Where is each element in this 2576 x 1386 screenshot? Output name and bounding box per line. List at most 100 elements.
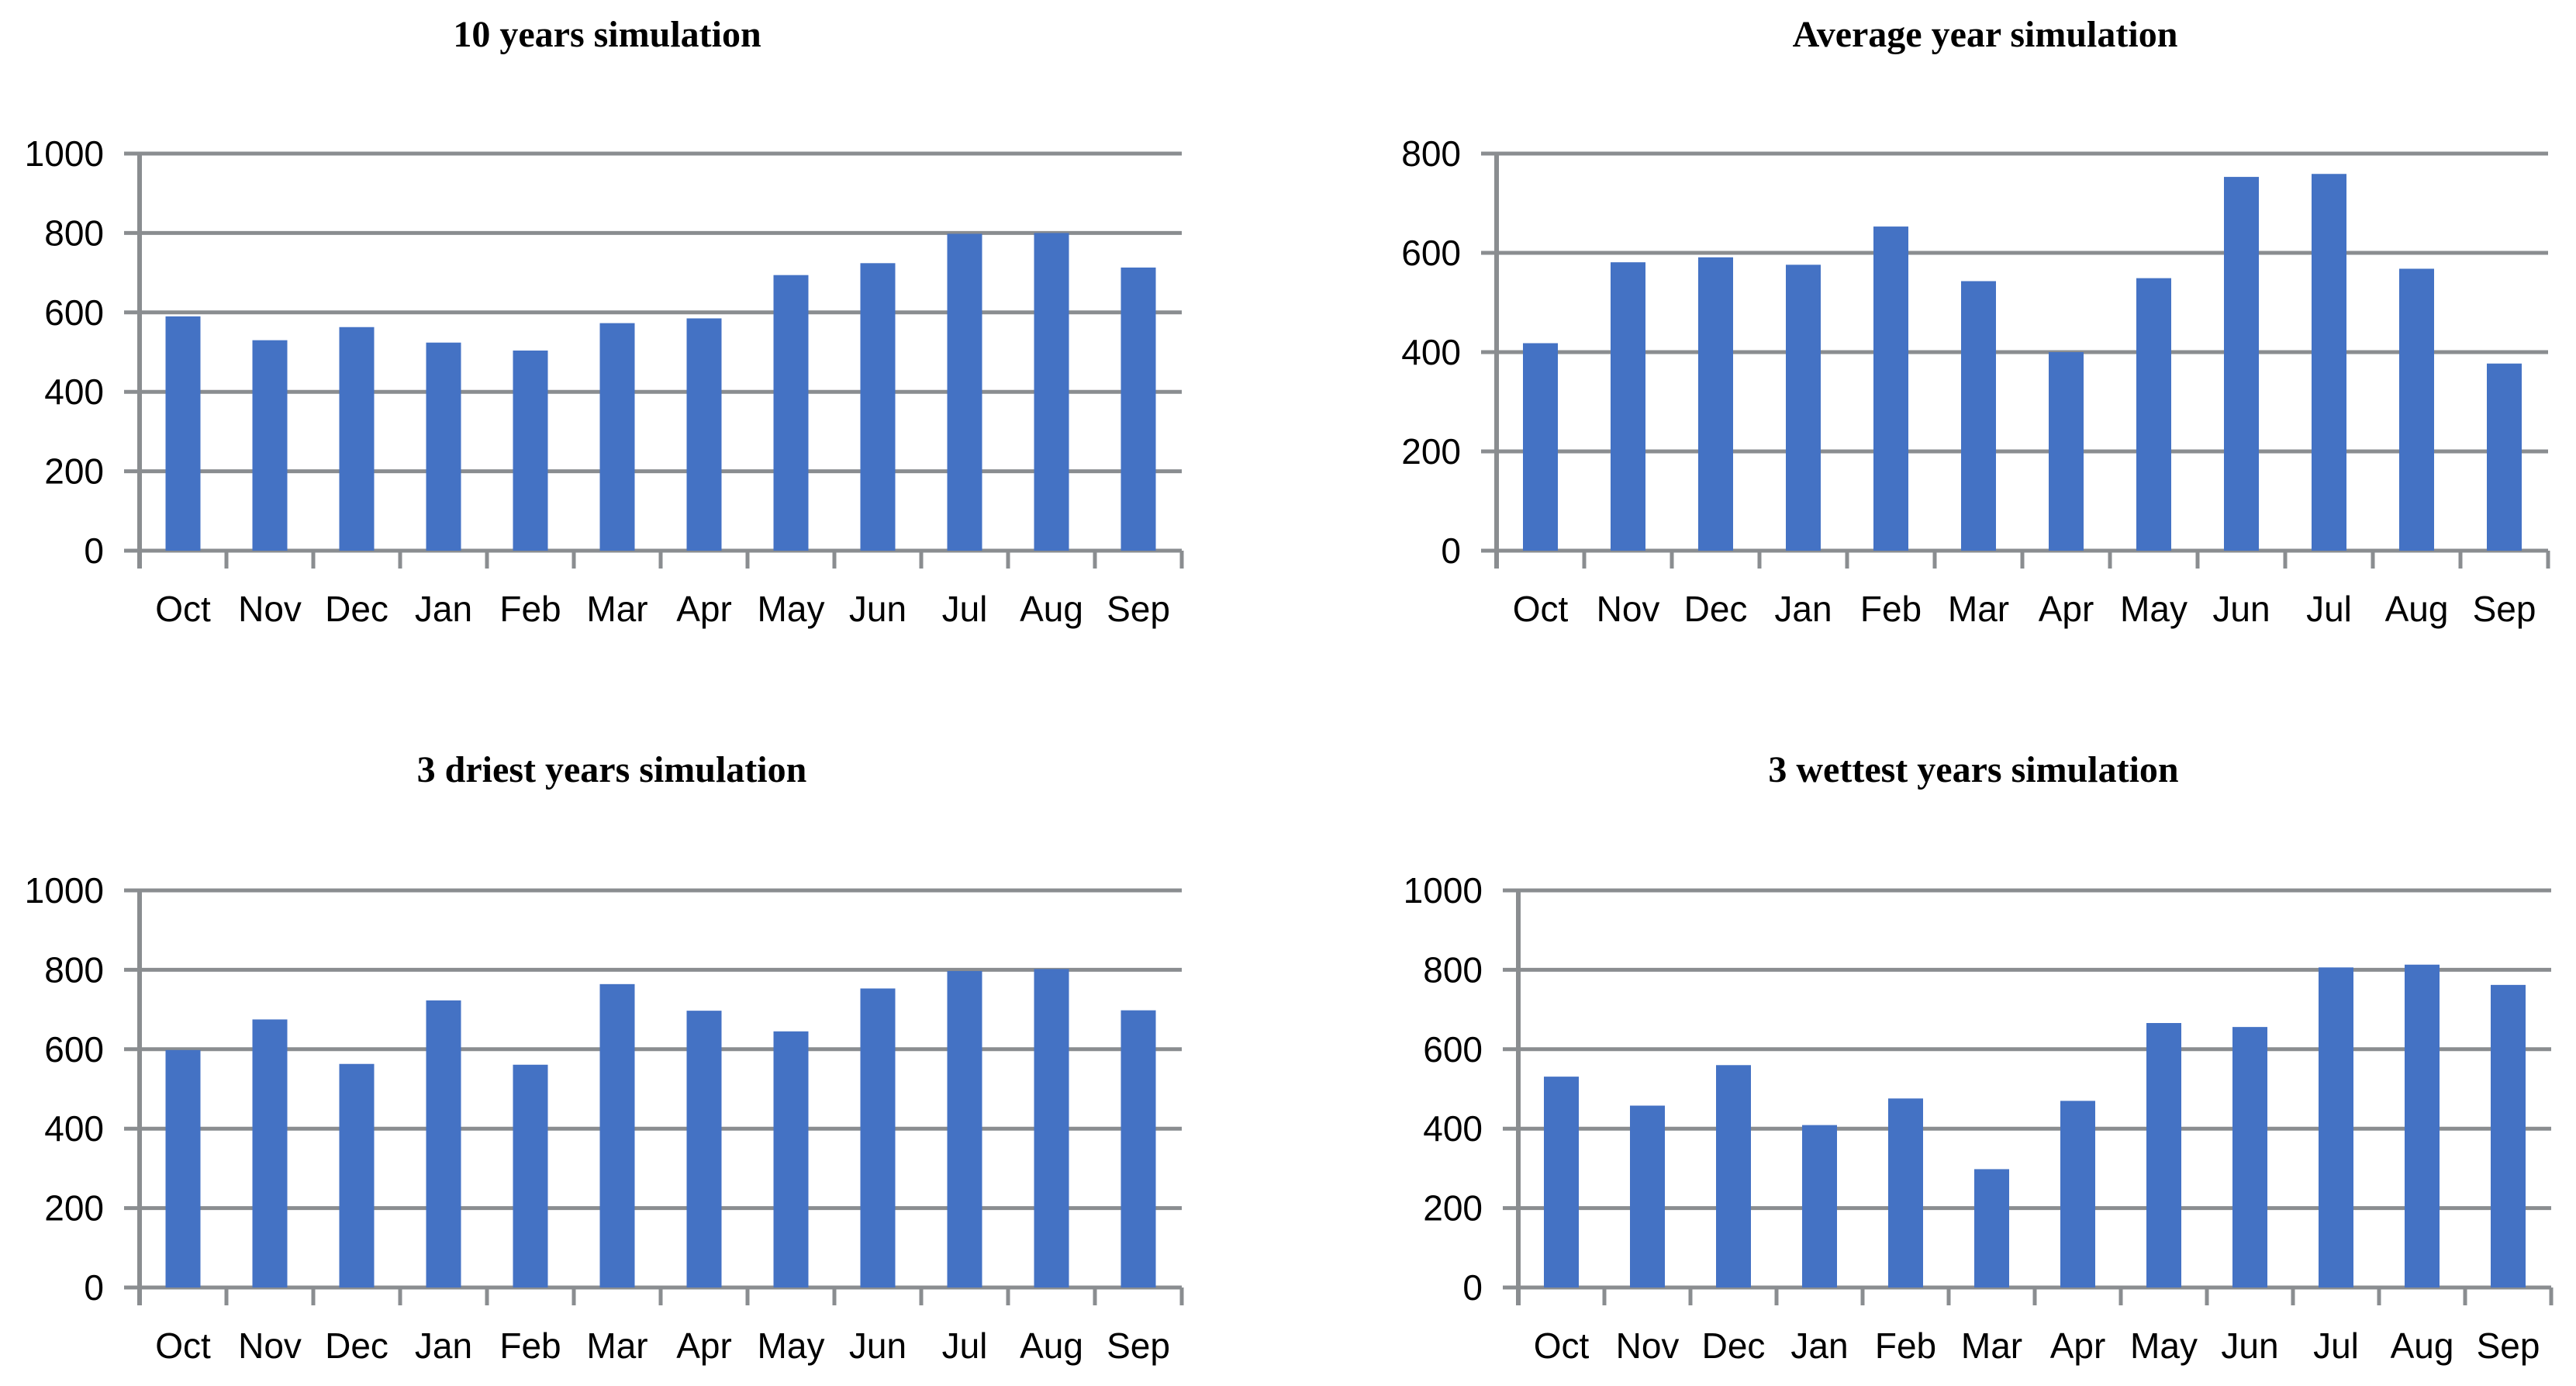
x-tick-label: Oct bbox=[155, 589, 211, 629]
x-tick-label: Nov bbox=[1616, 1326, 1680, 1366]
x-tick-label: Jul bbox=[2313, 1326, 2359, 1366]
x-tick-label: Mar bbox=[1948, 589, 2009, 629]
x-tick-label: Jan bbox=[415, 589, 472, 629]
y-tick-label: 0 bbox=[84, 531, 104, 571]
bar-jul bbox=[947, 970, 982, 1287]
x-tick-label: Sep bbox=[2477, 1326, 2540, 1366]
x-tick-label: Jun bbox=[2212, 589, 2270, 629]
chart-title: 3 driest years simulation bbox=[417, 749, 807, 790]
x-tick-label: May bbox=[2120, 589, 2188, 629]
bar-feb bbox=[513, 1064, 548, 1287]
y-tick-label: 600 bbox=[44, 1029, 104, 1070]
y-tick-label: 1000 bbox=[25, 870, 104, 911]
chart-title: Average year simulation bbox=[1793, 14, 2178, 55]
x-tick-label: Aug bbox=[1020, 589, 1083, 629]
chart-panel-3-driest-years: 3 driest years simulation 0 200 400 600 800 10… bbox=[0, 693, 1288, 1386]
bar-may bbox=[773, 1031, 809, 1287]
bar-oct bbox=[165, 1049, 201, 1287]
x-tick-label: Dec bbox=[1684, 589, 1748, 629]
x-tick-label: Apr bbox=[2050, 1326, 2106, 1366]
x-tick-label: Aug bbox=[1020, 1326, 1083, 1366]
x-tick-label: May bbox=[2130, 1326, 2198, 1366]
x-tick-label: Jul bbox=[942, 1326, 988, 1366]
bar-sep bbox=[1121, 267, 1156, 551]
bar-sep bbox=[1121, 1010, 1156, 1287]
y-tick-label: 0 bbox=[1441, 531, 1461, 571]
y-tick-label: 600 bbox=[1401, 233, 1461, 273]
x-tick-label: Dec bbox=[1702, 1326, 1766, 1366]
y-tick-label: 600 bbox=[1423, 1029, 1483, 1070]
bar-chart-svg: 10 years simulation 0 200 400 600 800 1000 Oct N… bbox=[25, 14, 1184, 629]
bar-jan bbox=[426, 342, 461, 551]
bar-mar bbox=[599, 983, 635, 1287]
y-tick-label: 400 bbox=[44, 1108, 104, 1149]
bar-jun bbox=[2232, 1027, 2267, 1287]
bar-aug bbox=[2399, 268, 2434, 551]
x-tick-label: Aug bbox=[2385, 589, 2449, 629]
bar-chart-svg: 3 driest years simulation 0 200 400 600 800 10… bbox=[25, 749, 1184, 1366]
x-tick-label: Mar bbox=[586, 1326, 647, 1366]
x-tick-label: Mar bbox=[586, 589, 647, 629]
chart-panel-average-year: Average year simulation 0 200 400 600 800 Oct N… bbox=[1288, 0, 2576, 693]
x-tick-label: Oct bbox=[1534, 1326, 1590, 1366]
bar-nov bbox=[252, 340, 288, 551]
x-tick-label: Dec bbox=[325, 1326, 388, 1366]
bar-feb bbox=[1888, 1098, 1923, 1287]
x-tick-label: Feb bbox=[1860, 589, 1922, 629]
bar-jul bbox=[2312, 174, 2346, 551]
y-tick-label: 1000 bbox=[25, 133, 104, 174]
bar-feb bbox=[513, 350, 548, 551]
bar-jun bbox=[860, 988, 896, 1287]
bar-apr bbox=[2049, 352, 2084, 551]
bar-jul bbox=[2319, 967, 2353, 1287]
x-tick-label: Apr bbox=[2039, 589, 2094, 629]
x-tick-label: May bbox=[758, 589, 825, 629]
bar-sep bbox=[2491, 984, 2526, 1287]
bar-may bbox=[773, 275, 809, 551]
bar-apr bbox=[2060, 1101, 2095, 1287]
y-tick-label: 200 bbox=[1423, 1188, 1483, 1229]
bar-jul bbox=[947, 233, 982, 551]
bar-jun bbox=[860, 263, 896, 551]
x-tick-label: Feb bbox=[499, 1326, 561, 1366]
x-tick-label: Apr bbox=[676, 589, 732, 629]
y-tick-label: 400 bbox=[1423, 1108, 1483, 1149]
x-tick-label: Jul bbox=[942, 589, 988, 629]
chart-title: 10 years simulation bbox=[453, 14, 761, 55]
bar-dec bbox=[339, 327, 375, 551]
bar-aug bbox=[1034, 233, 1069, 551]
bar-may bbox=[2146, 1023, 2181, 1287]
bar-jan bbox=[1786, 264, 1821, 551]
bar-mar bbox=[599, 323, 635, 551]
bar-apr bbox=[686, 318, 722, 551]
bar-aug bbox=[1034, 969, 1069, 1287]
bar-mar bbox=[1974, 1169, 2009, 1287]
y-tick-label: 200 bbox=[1401, 431, 1461, 472]
x-tick-label: Feb bbox=[1875, 1326, 1936, 1366]
y-tick-label: 800 bbox=[44, 213, 104, 253]
bar-jan bbox=[426, 1000, 461, 1287]
chart-panel-3-wettest-years: 3 wettest years simulation 0 200 400 600 800 1… bbox=[1288, 693, 2576, 1386]
x-tick-label: Dec bbox=[325, 589, 388, 629]
bar-dec bbox=[1698, 257, 1733, 551]
x-tick-label: Oct bbox=[1513, 589, 1569, 629]
chart-title: 3 wettest years simulation bbox=[1768, 749, 2178, 790]
x-tick-label: Sep bbox=[2473, 589, 2536, 629]
bar-mar bbox=[1961, 281, 1996, 551]
x-tick-label: Jul bbox=[2306, 589, 2352, 629]
x-tick-label: Nov bbox=[1597, 589, 1660, 629]
x-tick-label: Oct bbox=[155, 1326, 211, 1366]
x-tick-label: Jun bbox=[849, 589, 906, 629]
bar-jan bbox=[1802, 1125, 1837, 1287]
bar-nov bbox=[252, 1019, 288, 1287]
x-tick-label: May bbox=[758, 1326, 825, 1366]
x-tick-label: Nov bbox=[238, 1326, 302, 1366]
x-tick-label: Sep bbox=[1107, 1326, 1170, 1366]
y-tick-label: 0 bbox=[84, 1267, 104, 1308]
y-tick-label: 800 bbox=[1423, 949, 1483, 990]
y-tick-label: 800 bbox=[44, 949, 104, 990]
x-tick-label: Jan bbox=[1774, 589, 1832, 629]
bar-aug bbox=[2405, 964, 2440, 1287]
x-tick-label: Jan bbox=[1790, 1326, 1848, 1366]
x-tick-label: Aug bbox=[2391, 1326, 2454, 1366]
